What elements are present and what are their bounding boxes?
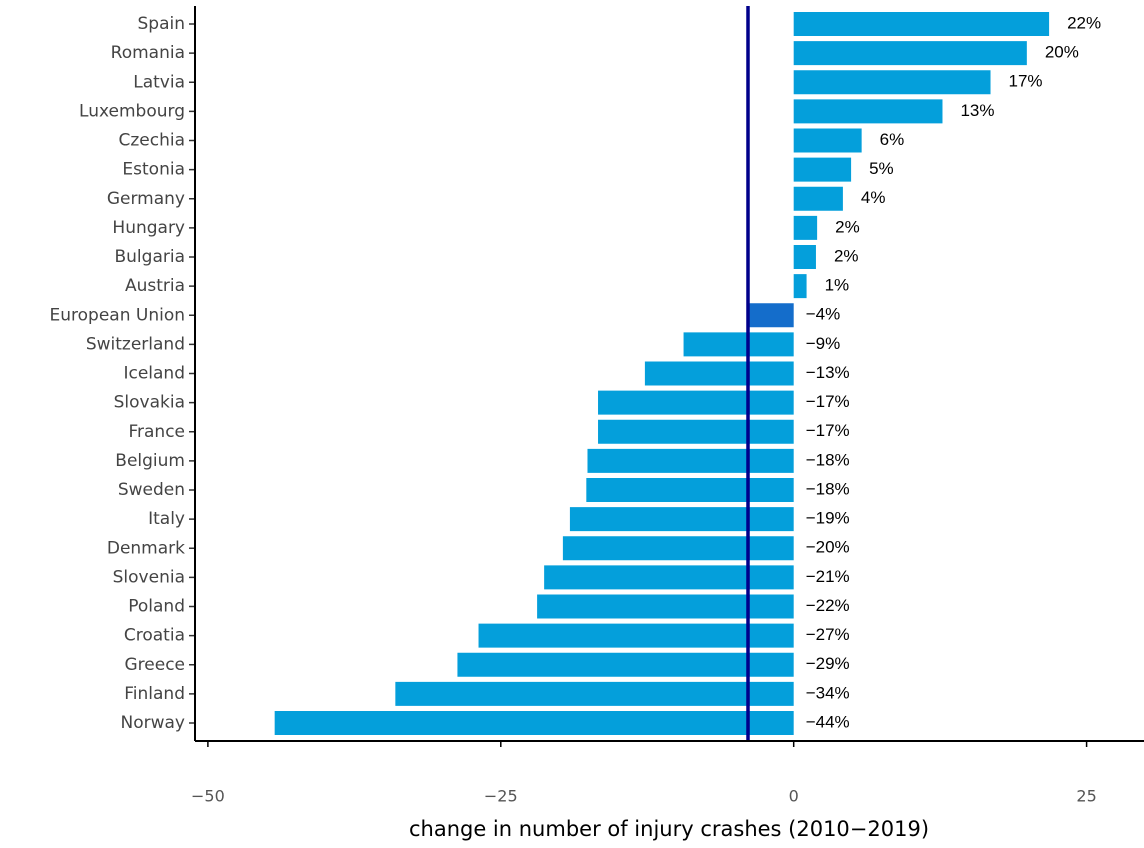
bar [793,157,852,182]
y-tick-label: France [128,422,185,442]
data-label: −21% [806,567,850,586]
bar [747,303,794,328]
data-label: 5% [869,159,894,178]
bar [395,681,794,706]
y-tick-label: Belgium [115,451,185,471]
y-tick-label: Switzerland [86,334,185,354]
y-tick-label: Greece [124,655,185,675]
x-tick-label: 0 [789,787,799,806]
data-label: 20% [1045,43,1079,62]
y-tick-label: Italy [148,509,185,529]
data-label: 1% [825,276,850,295]
x-axis-title: change in number of injury crashes (2010… [409,817,929,841]
bar [544,565,794,590]
y-tick-label: Spain [138,14,186,34]
data-label: −22% [806,596,850,615]
data-label: −4% [806,305,841,324]
bar [598,390,794,415]
y-tick-label: Czechia [118,131,185,151]
data-label: −18% [806,479,850,498]
bar [478,623,794,648]
data-label: 4% [861,188,886,207]
data-label: −27% [806,625,850,644]
y-tick-label: Romania [111,43,185,63]
y-tick-label: European Union [50,305,186,325]
x-tick-label: −25 [484,787,518,806]
y-tick-label: Bulgaria [115,247,186,267]
y-tick-label: Denmark [107,538,185,558]
bar [793,245,816,269]
bar [793,99,943,124]
y-tick-label: Latvia [133,72,185,92]
y-tick-label: Sweden [118,480,185,500]
y-tick-label: Croatia [124,626,185,646]
bar [457,652,794,677]
data-label: 17% [1009,72,1043,91]
x-tick-label: −50 [191,787,225,806]
y-tick-label: Estonia [122,160,185,180]
bar [683,332,794,357]
data-label: −17% [806,421,850,440]
bar [562,536,794,561]
bar [586,478,794,502]
y-tick-label: Slovenia [113,567,185,587]
data-label: 6% [880,130,905,149]
y-tick-label: Finland [124,684,185,704]
y-tick-label: Poland [128,597,185,617]
data-label: 2% [834,246,859,265]
y-tick-label: Slovakia [114,393,185,413]
bar [793,128,862,153]
data-label: −9% [806,334,841,353]
data-label: −19% [806,509,850,528]
bar [537,594,794,619]
y-tick-label: Norway [121,713,186,733]
bar [569,507,794,532]
data-label: −44% [806,712,850,731]
bar [274,711,794,735]
bar [598,419,794,444]
data-label: −13% [806,363,850,382]
bar [793,12,1050,36]
bar [644,361,794,386]
data-label: −34% [806,683,850,702]
y-tick-label: Hungary [112,218,185,238]
bar [793,186,843,211]
y-tick-label: Austria [125,276,185,296]
data-label: −20% [806,538,850,557]
data-label: 22% [1067,13,1101,32]
data-label: 13% [960,101,994,120]
data-label: −18% [806,450,850,469]
y-tick-label: Germany [107,189,185,209]
bar [793,41,1027,66]
bar [793,274,807,299]
data-label: −17% [806,392,850,411]
data-label: 2% [835,217,860,236]
bar [793,70,991,95]
bar [793,215,818,240]
x-tick-label: 25 [1076,787,1096,806]
bar [587,448,794,473]
data-label: −29% [806,654,850,673]
y-tick-label: Iceland [123,364,185,384]
y-tick-label: Luxembourg [79,101,185,121]
